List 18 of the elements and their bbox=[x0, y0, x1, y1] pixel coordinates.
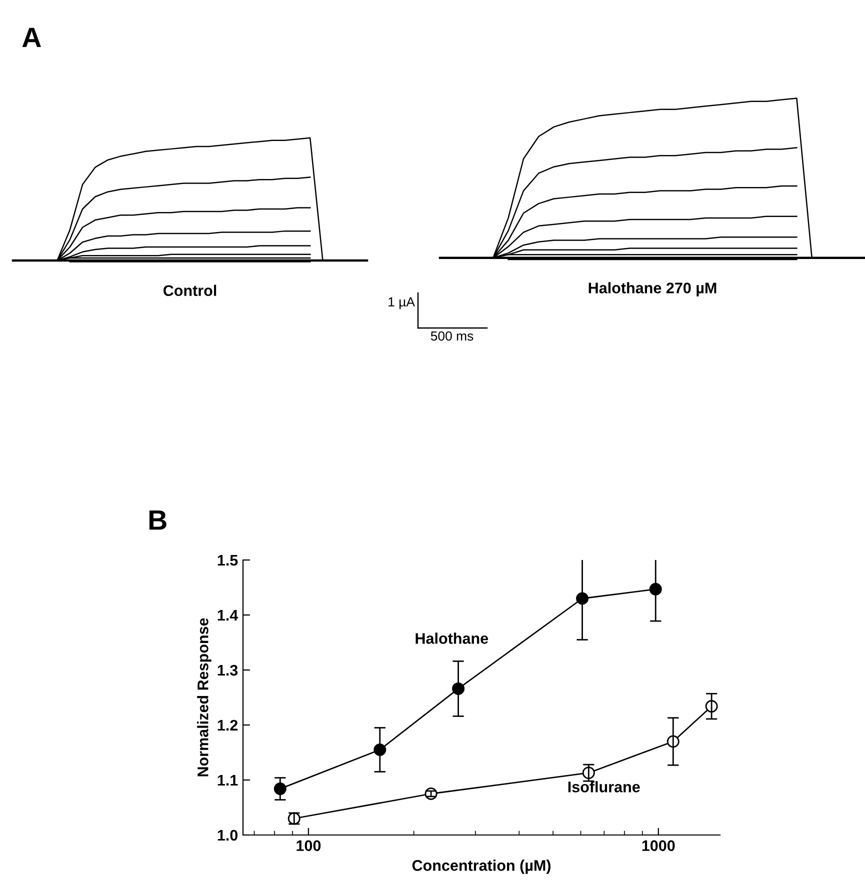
text: 500 ms bbox=[430, 331, 474, 341]
y-tick-label: 1.4 bbox=[218, 610, 238, 621]
y-tick-label: 1.2 bbox=[218, 720, 238, 731]
y-tick-label: 1.1 bbox=[218, 775, 238, 786]
y-tick-label: 1.0 bbox=[218, 830, 238, 841]
x-axis-title: Concentration (µM) bbox=[412, 860, 550, 874]
x-tick-label: 100 bbox=[296, 840, 321, 852]
chart-title: A bbox=[22, 28, 41, 47]
series-label: Halothane bbox=[416, 632, 488, 644]
x-axis-title: Halothane 270 µM bbox=[588, 282, 716, 296]
y-axis-title: Normalized Response bbox=[197, 618, 212, 776]
y-tick-label: 1.3 bbox=[218, 664, 238, 676]
x-tick-label: 1000 bbox=[642, 840, 675, 852]
y-tick-label: 1.5 bbox=[218, 555, 238, 566]
text: 1 µA bbox=[388, 297, 415, 310]
series-label: Isoflurane bbox=[568, 781, 640, 792]
chart-title: B bbox=[149, 510, 166, 530]
x-axis-title: Control bbox=[163, 284, 216, 296]
